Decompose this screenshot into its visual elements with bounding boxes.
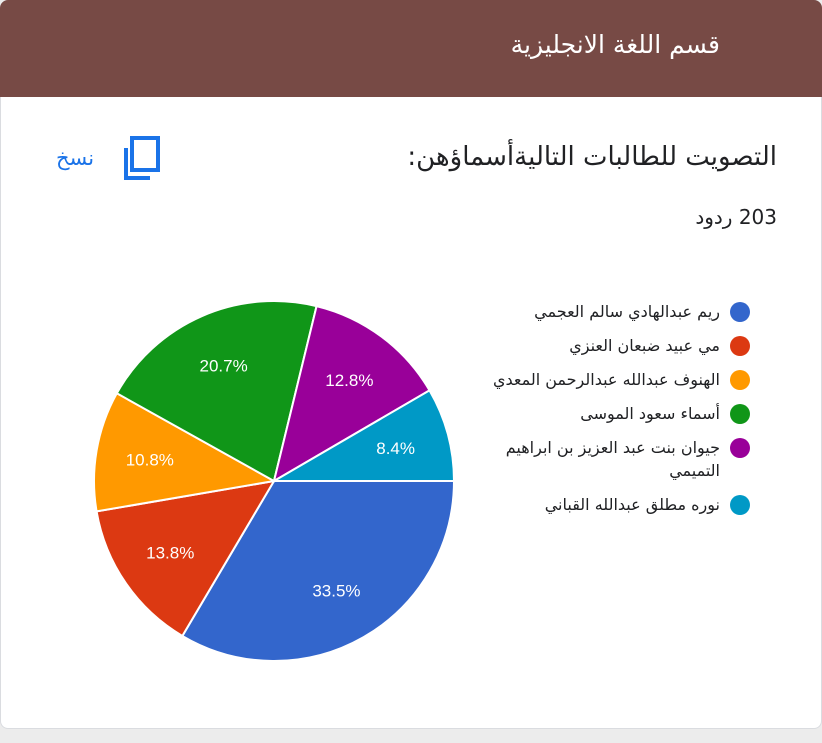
question-title: التصويت للطالبات التاليةأسماؤهن:: [407, 142, 777, 172]
pie-slice-5: [272, 304, 431, 484]
copy-button[interactable]: نسخ: [52, 136, 170, 182]
legend-swatch: [730, 370, 750, 390]
pie-slice-2: [95, 479, 276, 638]
legend-item-2[interactable]: مي عبيد ضبعان العنزي: [490, 334, 750, 357]
slice-label-4: 20.7%: [199, 357, 247, 376]
slice-label-1: 33.5%: [312, 581, 360, 600]
pie-slice-1: [181, 480, 456, 662]
legend-label: نوره مطلق عبدالله القباني: [544, 495, 720, 514]
legend-swatch: [730, 438, 750, 458]
pie-slice-4: [115, 300, 318, 483]
legend-swatch: [730, 336, 750, 356]
legend-item-6[interactable]: نوره مطلق عبدالله القباني: [490, 493, 750, 516]
legend-label: ريم عبدالهادي سالم العجمي: [534, 302, 720, 321]
legend-label: الهنوف عبدالله عبدالرحمن المعدي: [492, 370, 720, 389]
pie-slice-3: [93, 391, 277, 513]
pie-slice-6: [270, 388, 456, 482]
section-header: قسم اللغة الانجليزية: [0, 0, 822, 97]
slice-label-6: 8.4%: [376, 439, 415, 458]
legend-item-4[interactable]: أسماء سعود الموسى: [490, 402, 750, 425]
copy-label: نسخ: [56, 146, 95, 170]
slice-label-3: 10.8%: [126, 451, 174, 470]
legend-label: جيوان بنت عبد العزيز بن ابراهيم التميمي: [505, 438, 720, 480]
copy-icon: [124, 136, 160, 180]
legend-item-5[interactable]: جيوان بنت عبد العزيز بن ابراهيم التميمي: [490, 436, 750, 482]
legend-item-1[interactable]: ريم عبدالهادي سالم العجمي: [490, 300, 750, 323]
slice-label-2: 13.8%: [146, 543, 194, 562]
legend-label: أسماء سعود الموسى: [580, 404, 720, 423]
legend-label: مي عبيد ضبعان العنزي: [569, 336, 720, 355]
slice-label-5: 12.8%: [325, 371, 373, 390]
legend-swatch: [730, 404, 750, 424]
response-count: 203 ردود: [695, 205, 777, 229]
chart-legend: ريم عبدالهادي سالم العجمي مي عبيد ضبعان ا…: [490, 300, 750, 527]
legend-swatch: [730, 495, 750, 515]
legend-swatch: [730, 302, 750, 322]
section-title: قسم اللغة الانجليزية: [510, 30, 720, 59]
legend-item-3[interactable]: الهنوف عبدالله عبدالرحمن المعدي: [490, 368, 750, 391]
